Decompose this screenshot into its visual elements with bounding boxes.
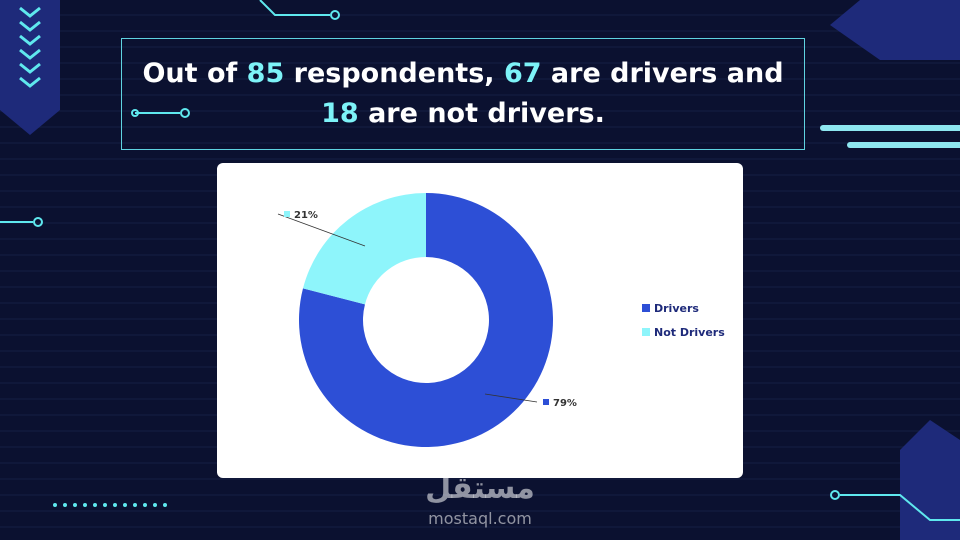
corner-shape — [830, 0, 960, 60]
title-text: are drivers and — [541, 58, 784, 89]
chart: 79% 21% Drivers Not Drivers — [277, 193, 725, 447]
title-number: 85 — [246, 58, 285, 89]
title-text: respondents, — [284, 58, 504, 89]
title: Out of 85 respondents, 67 are drivers an… — [142, 54, 783, 134]
title-number: 18 — [321, 98, 359, 129]
donut-slice — [302, 193, 426, 305]
legend-key — [642, 328, 650, 336]
corner-shape — [900, 420, 960, 540]
title-text: are not drivers. — [358, 98, 605, 129]
legend-label: Drivers — [654, 302, 699, 315]
chart-card: 79% 21% Drivers Not Drivers — [217, 163, 743, 478]
data-label: 21% — [294, 210, 318, 221]
chevrons — [0, 0, 60, 135]
circuits — [0, 0, 960, 521]
title-box: Out of 85 respondents, 67 are drivers an… — [121, 38, 805, 150]
label-key — [284, 211, 290, 217]
label-key — [543, 399, 549, 405]
donut-slice — [299, 193, 553, 447]
legend-key — [642, 304, 650, 312]
bars — [820, 125, 960, 148]
legend-label: Not Drivers — [654, 326, 725, 339]
watermark-latin: mostaql.com — [428, 509, 532, 528]
title-text: Out of — [142, 58, 247, 89]
title-number: 67 — [503, 58, 542, 89]
leader-line — [484, 393, 538, 403]
data-label: 79% — [553, 398, 577, 409]
watermark-arabic: مستقل — [425, 471, 535, 506]
dots — [53, 503, 167, 507]
leader-line — [277, 213, 366, 247]
